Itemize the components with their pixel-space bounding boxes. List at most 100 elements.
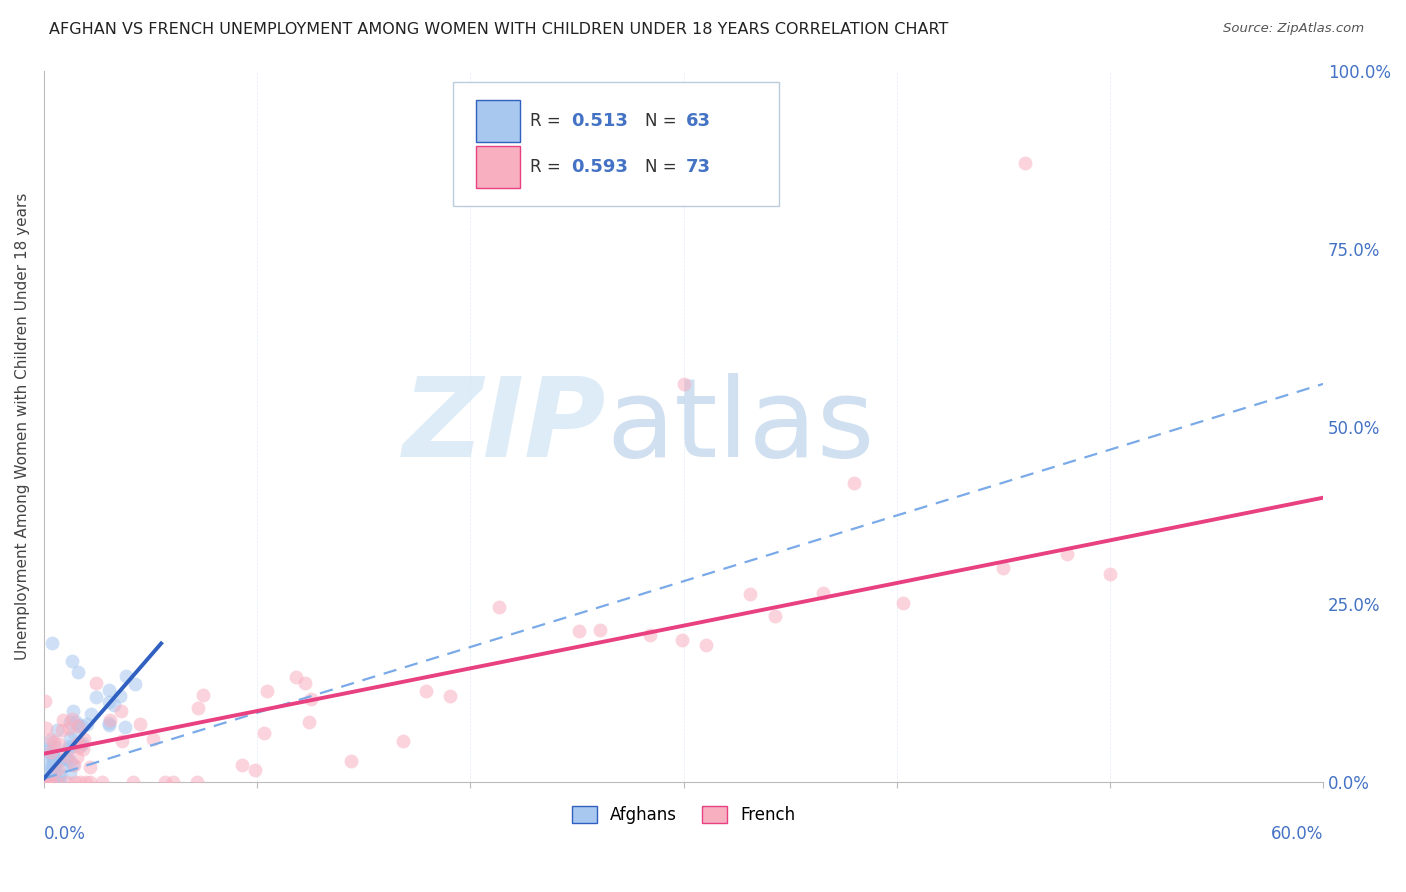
Point — [66, 665, 89, 679]
Point — [35, 775, 58, 789]
Point — [153, 775, 176, 789]
Y-axis label: Unemployment Among Women with Children Under 18 years: Unemployment Among Women with Children U… — [15, 193, 30, 660]
Point — [67, 737, 90, 751]
Point — [110, 704, 132, 718]
Point — [62, 757, 84, 772]
Point — [72, 736, 94, 750]
Point — [56, 775, 79, 789]
Point — [67, 718, 90, 732]
Point — [392, 734, 415, 748]
Point — [111, 734, 134, 748]
Point — [67, 739, 90, 754]
Point — [103, 698, 125, 712]
Point — [46, 763, 69, 777]
Point — [51, 723, 73, 737]
Point — [439, 689, 461, 703]
Point — [55, 752, 77, 766]
Point — [75, 775, 97, 789]
Point — [34, 775, 56, 789]
Point — [191, 688, 214, 702]
Point — [44, 735, 66, 749]
Text: N =: N = — [645, 158, 682, 176]
Point — [49, 758, 72, 772]
Text: R =: R = — [530, 112, 567, 130]
Point — [568, 624, 591, 638]
Point — [34, 694, 56, 708]
Point — [59, 754, 82, 768]
Point — [37, 755, 59, 769]
Point — [48, 754, 70, 768]
Point — [891, 596, 914, 610]
Point — [763, 609, 786, 624]
Text: AFGHAN VS FRENCH UNEMPLOYMENT AMONG WOMEN WITH CHILDREN UNDER 18 YEARS CORRELATI: AFGHAN VS FRENCH UNEMPLOYMENT AMONG WOME… — [49, 22, 949, 37]
Point — [129, 717, 152, 731]
Point — [55, 749, 77, 764]
Text: ZIP: ZIP — [404, 373, 607, 480]
Point — [84, 690, 107, 704]
Point — [72, 741, 94, 756]
Point — [66, 749, 89, 764]
Point — [110, 689, 132, 703]
Point — [32, 775, 55, 789]
Point — [41, 775, 63, 789]
Text: N =: N = — [645, 112, 682, 130]
Point — [76, 716, 98, 731]
Point — [79, 775, 101, 789]
Point — [72, 718, 94, 732]
Point — [695, 638, 717, 652]
Point — [65, 714, 87, 729]
Point — [842, 476, 865, 491]
Point — [44, 752, 66, 766]
Point — [488, 600, 510, 615]
Point — [589, 624, 612, 638]
Point — [44, 775, 66, 789]
Point — [52, 714, 75, 728]
Point — [284, 670, 307, 684]
Point — [34, 775, 56, 789]
Point — [42, 758, 65, 772]
Point — [58, 739, 80, 753]
Point — [62, 757, 84, 772]
FancyBboxPatch shape — [477, 100, 520, 142]
Point — [38, 775, 60, 789]
Text: 0.593: 0.593 — [571, 158, 628, 176]
Text: 73: 73 — [686, 158, 711, 176]
Point — [62, 739, 84, 754]
Point — [245, 763, 267, 777]
Point — [39, 745, 62, 759]
Point — [121, 775, 143, 789]
Point — [69, 775, 91, 789]
Point — [162, 775, 184, 789]
Point — [41, 764, 63, 778]
Point — [124, 677, 146, 691]
Point — [415, 684, 437, 698]
Point — [671, 633, 693, 648]
Point — [98, 683, 121, 698]
Point — [993, 560, 1015, 574]
Point — [46, 769, 69, 783]
Point — [48, 775, 70, 789]
Point — [80, 707, 103, 722]
Point — [1098, 566, 1121, 581]
Point — [299, 692, 322, 706]
Point — [142, 731, 165, 746]
Point — [42, 749, 65, 764]
Text: Source: ZipAtlas.com: Source: ZipAtlas.com — [1223, 22, 1364, 36]
Point — [187, 701, 209, 715]
Point — [294, 676, 316, 690]
Point — [41, 747, 63, 762]
Point — [59, 731, 82, 745]
Point — [48, 737, 70, 751]
Point — [44, 739, 66, 754]
Point — [84, 676, 107, 690]
Point — [34, 775, 56, 789]
Point — [98, 716, 121, 731]
Point — [63, 775, 86, 789]
Text: 63: 63 — [686, 112, 711, 130]
Point — [97, 695, 120, 709]
Point — [58, 741, 80, 756]
Point — [1056, 547, 1078, 561]
Point — [59, 765, 82, 780]
Point — [638, 628, 661, 642]
Point — [114, 720, 136, 734]
